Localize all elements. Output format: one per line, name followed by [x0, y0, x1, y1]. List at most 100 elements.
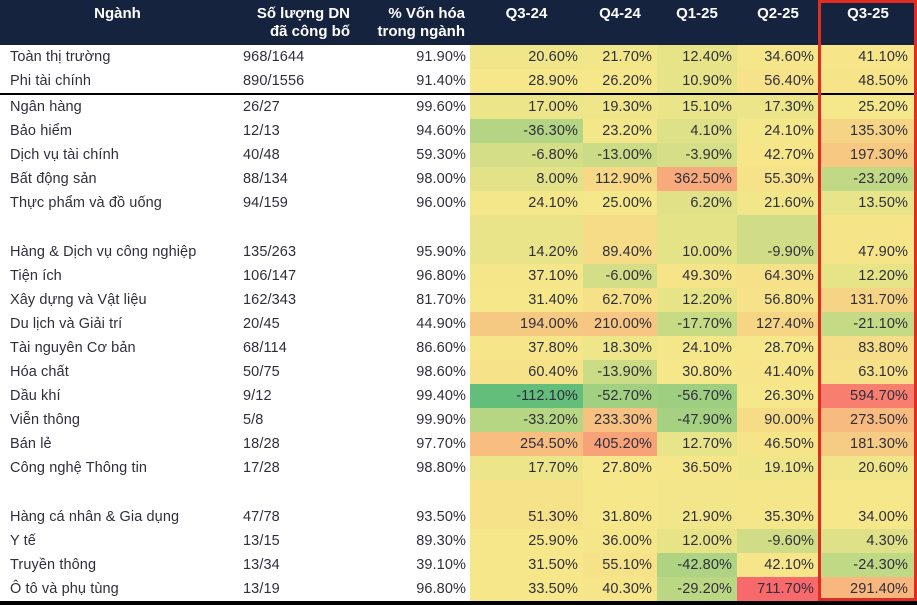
value-cell-q3-24: 31.50% — [470, 553, 583, 577]
value-cell-q3-25: 4.30% — [819, 529, 917, 553]
value-cell-q2-25 — [737, 480, 819, 505]
value-cell-q2-25: 127.40% — [737, 312, 819, 336]
table-row: Xây dựng và Vật liệu 162/343 81.70% 31.4… — [0, 288, 917, 312]
value-cell-q3-24: 60.40% — [470, 360, 583, 384]
value-cell-q3-25: 181.30% — [819, 432, 917, 456]
market-cap-cell: 94.60% — [416, 123, 466, 139]
market-cap-cell: 39.10% — [416, 557, 466, 573]
table-header-row: Ngành Số lượng DN đã công bố % Vốn hóa tro… — [0, 0, 917, 45]
value-cell-q4-24 — [583, 480, 657, 505]
industry-name-cell: Ô tô và phụ tùng — [10, 581, 119, 597]
value-cell-q3-24: -33.20% — [470, 408, 583, 432]
value-cell-q4-24: 19.30% — [583, 95, 657, 119]
industry-name-cell: Phi tài chính — [10, 73, 92, 89]
industry-name-cell — [0, 215, 235, 240]
spacer-row — [0, 480, 917, 505]
value-cell-q2-25: 42.10% — [737, 553, 819, 577]
market-cap-cell: 44.90% — [416, 316, 466, 332]
value-cell-q3-24: 254.50% — [470, 432, 583, 456]
industry-name-cell: Hóa chất — [10, 364, 69, 380]
market-cap-cell: 59.30% — [416, 147, 466, 163]
value-cell-q3-25: 594.70% — [819, 384, 917, 408]
value-cell-q2-25: -9.90% — [737, 240, 819, 264]
value-cell-q1-25: -56.70% — [657, 384, 737, 408]
market-cap-cell: 99.90% — [416, 412, 466, 428]
value-cell-q3-24: 24.10% — [470, 191, 583, 215]
market-cap-cell: 89.30% — [416, 533, 466, 549]
market-cap-cell: 98.00% — [416, 171, 466, 187]
industry-name-cell: Ngân hàng — [10, 99, 82, 115]
value-cell-q3-25 — [819, 215, 917, 240]
industry-name-cell — [0, 480, 235, 505]
company-count-cell: 12/13 — [243, 123, 280, 139]
value-cell-q4-24: 21.70% — [583, 45, 657, 69]
table-row: Y tế 13/15 89.30% 25.90% 36.00% 12.00% -… — [0, 529, 917, 553]
value-cell-q3-24: 28.90% — [470, 69, 583, 93]
value-cell-q1-25: 12.00% — [657, 529, 737, 553]
header-company-count: Số lượng DN đã công bố — [256, 5, 350, 40]
market-cap-cell: 99.60% — [416, 99, 466, 115]
value-cell-q3-25: 135.30% — [819, 119, 917, 143]
table-row: Bất động sản 88/134 98.00% 8.00% 112.90%… — [0, 167, 917, 191]
value-cell-q4-24: -13.00% — [583, 143, 657, 167]
industry-name-cell: Bán lẻ — [10, 436, 52, 452]
company-count-cell: 9/12 — [243, 388, 272, 404]
value-cell-q3-24: 37.80% — [470, 336, 583, 360]
header-quarter-q1-25: Q1-25 — [676, 5, 718, 22]
industry-name-cell: Dịch vụ tài chính — [10, 147, 119, 163]
table-row: Phi tài chính 890/1556 91.40% 28.90% 26.… — [0, 69, 917, 93]
market-cap-cell: 96.00% — [416, 195, 466, 211]
market-cap-cell: 91.40% — [416, 73, 466, 89]
market-cap-cell: 91.90% — [416, 49, 466, 65]
industry-name-cell: Hàng & Dịch vụ công nghiệp — [10, 244, 197, 260]
company-count-cell: 88/134 — [243, 171, 288, 187]
value-cell-q3-25: 20.60% — [819, 456, 917, 480]
value-cell-q3-25: 83.80% — [819, 336, 917, 360]
value-cell-q3-24: -112.10% — [470, 384, 583, 408]
value-cell-q4-24: 40.30% — [583, 577, 657, 601]
table-row: Viễn thông 5/8 99.90% -33.20% 233.30% -4… — [0, 408, 917, 432]
header-industry: Ngành — [94, 5, 141, 22]
value-cell-q3-24: -36.30% — [470, 119, 583, 143]
value-cell-q3-25: 273.50% — [819, 408, 917, 432]
value-cell-q3-24: 17.00% — [470, 95, 583, 119]
industry-name-cell: Dầu khí — [10, 388, 61, 404]
market-cap-cell: 99.40% — [416, 388, 466, 404]
value-cell-q4-24: 405.20% — [583, 432, 657, 456]
industry-name-cell: Công nghệ Thông tin — [10, 460, 148, 476]
table-row: Bảo hiểm 12/13 94.60% -36.30% 23.20% 4.1… — [0, 119, 917, 143]
value-cell-q2-25: 42.70% — [737, 143, 819, 167]
table-row: Công nghệ Thông tin 17/28 98.80% 17.70% … — [0, 456, 917, 480]
company-count-cell: 968/1644 — [243, 49, 305, 65]
value-cell-q2-25: 711.70% — [737, 577, 819, 601]
market-cap-cell: 96.80% — [416, 268, 466, 284]
industry-name-cell: Tài nguyên Cơ bản — [10, 340, 136, 356]
value-cell-q4-24: 18.30% — [583, 336, 657, 360]
market-cap-cell: 98.60% — [416, 364, 466, 380]
industry-name-cell: Viễn thông — [10, 412, 81, 428]
value-cell-q4-24: 25.00% — [583, 191, 657, 215]
table-row: Hàng & Dịch vụ công nghiệp 135/263 95.90… — [0, 240, 917, 264]
value-cell-q1-25: 15.10% — [657, 95, 737, 119]
value-cell-q3-24 — [470, 480, 583, 505]
value-cell-q3-24 — [470, 215, 583, 240]
spacer-row — [0, 215, 917, 240]
value-cell-q3-25: 63.10% — [819, 360, 917, 384]
header-quarter-q3-25-highlighted: Q3-25 — [847, 5, 889, 22]
table-row: Thực phẩm và đồ uống 94/159 96.00% 24.10… — [0, 191, 917, 215]
value-cell-q3-25: 291.40% — [819, 577, 917, 601]
value-cell-q1-25: 24.10% — [657, 336, 737, 360]
company-count-cell: 890/1556 — [243, 73, 305, 89]
value-cell-q3-24: 17.70% — [470, 456, 583, 480]
value-cell-q1-25 — [657, 480, 737, 505]
company-count-cell: 47/78 — [243, 509, 280, 525]
value-cell-q3-24: 51.30% — [470, 505, 583, 529]
market-cap-cell: 95.90% — [416, 244, 466, 260]
industry-name-cell: Hàng cá nhân & Gia dụng — [10, 509, 180, 525]
company-count-cell: 5/8 — [243, 412, 264, 428]
table-row: Ô tô và phụ tùng 13/19 96.80% 33.50% 40.… — [0, 577, 917, 601]
value-cell-q1-25: 21.90% — [657, 505, 737, 529]
value-cell-q1-25: -3.90% — [657, 143, 737, 167]
value-cell-q4-24: 55.10% — [583, 553, 657, 577]
value-cell-q1-25: -42.80% — [657, 553, 737, 577]
